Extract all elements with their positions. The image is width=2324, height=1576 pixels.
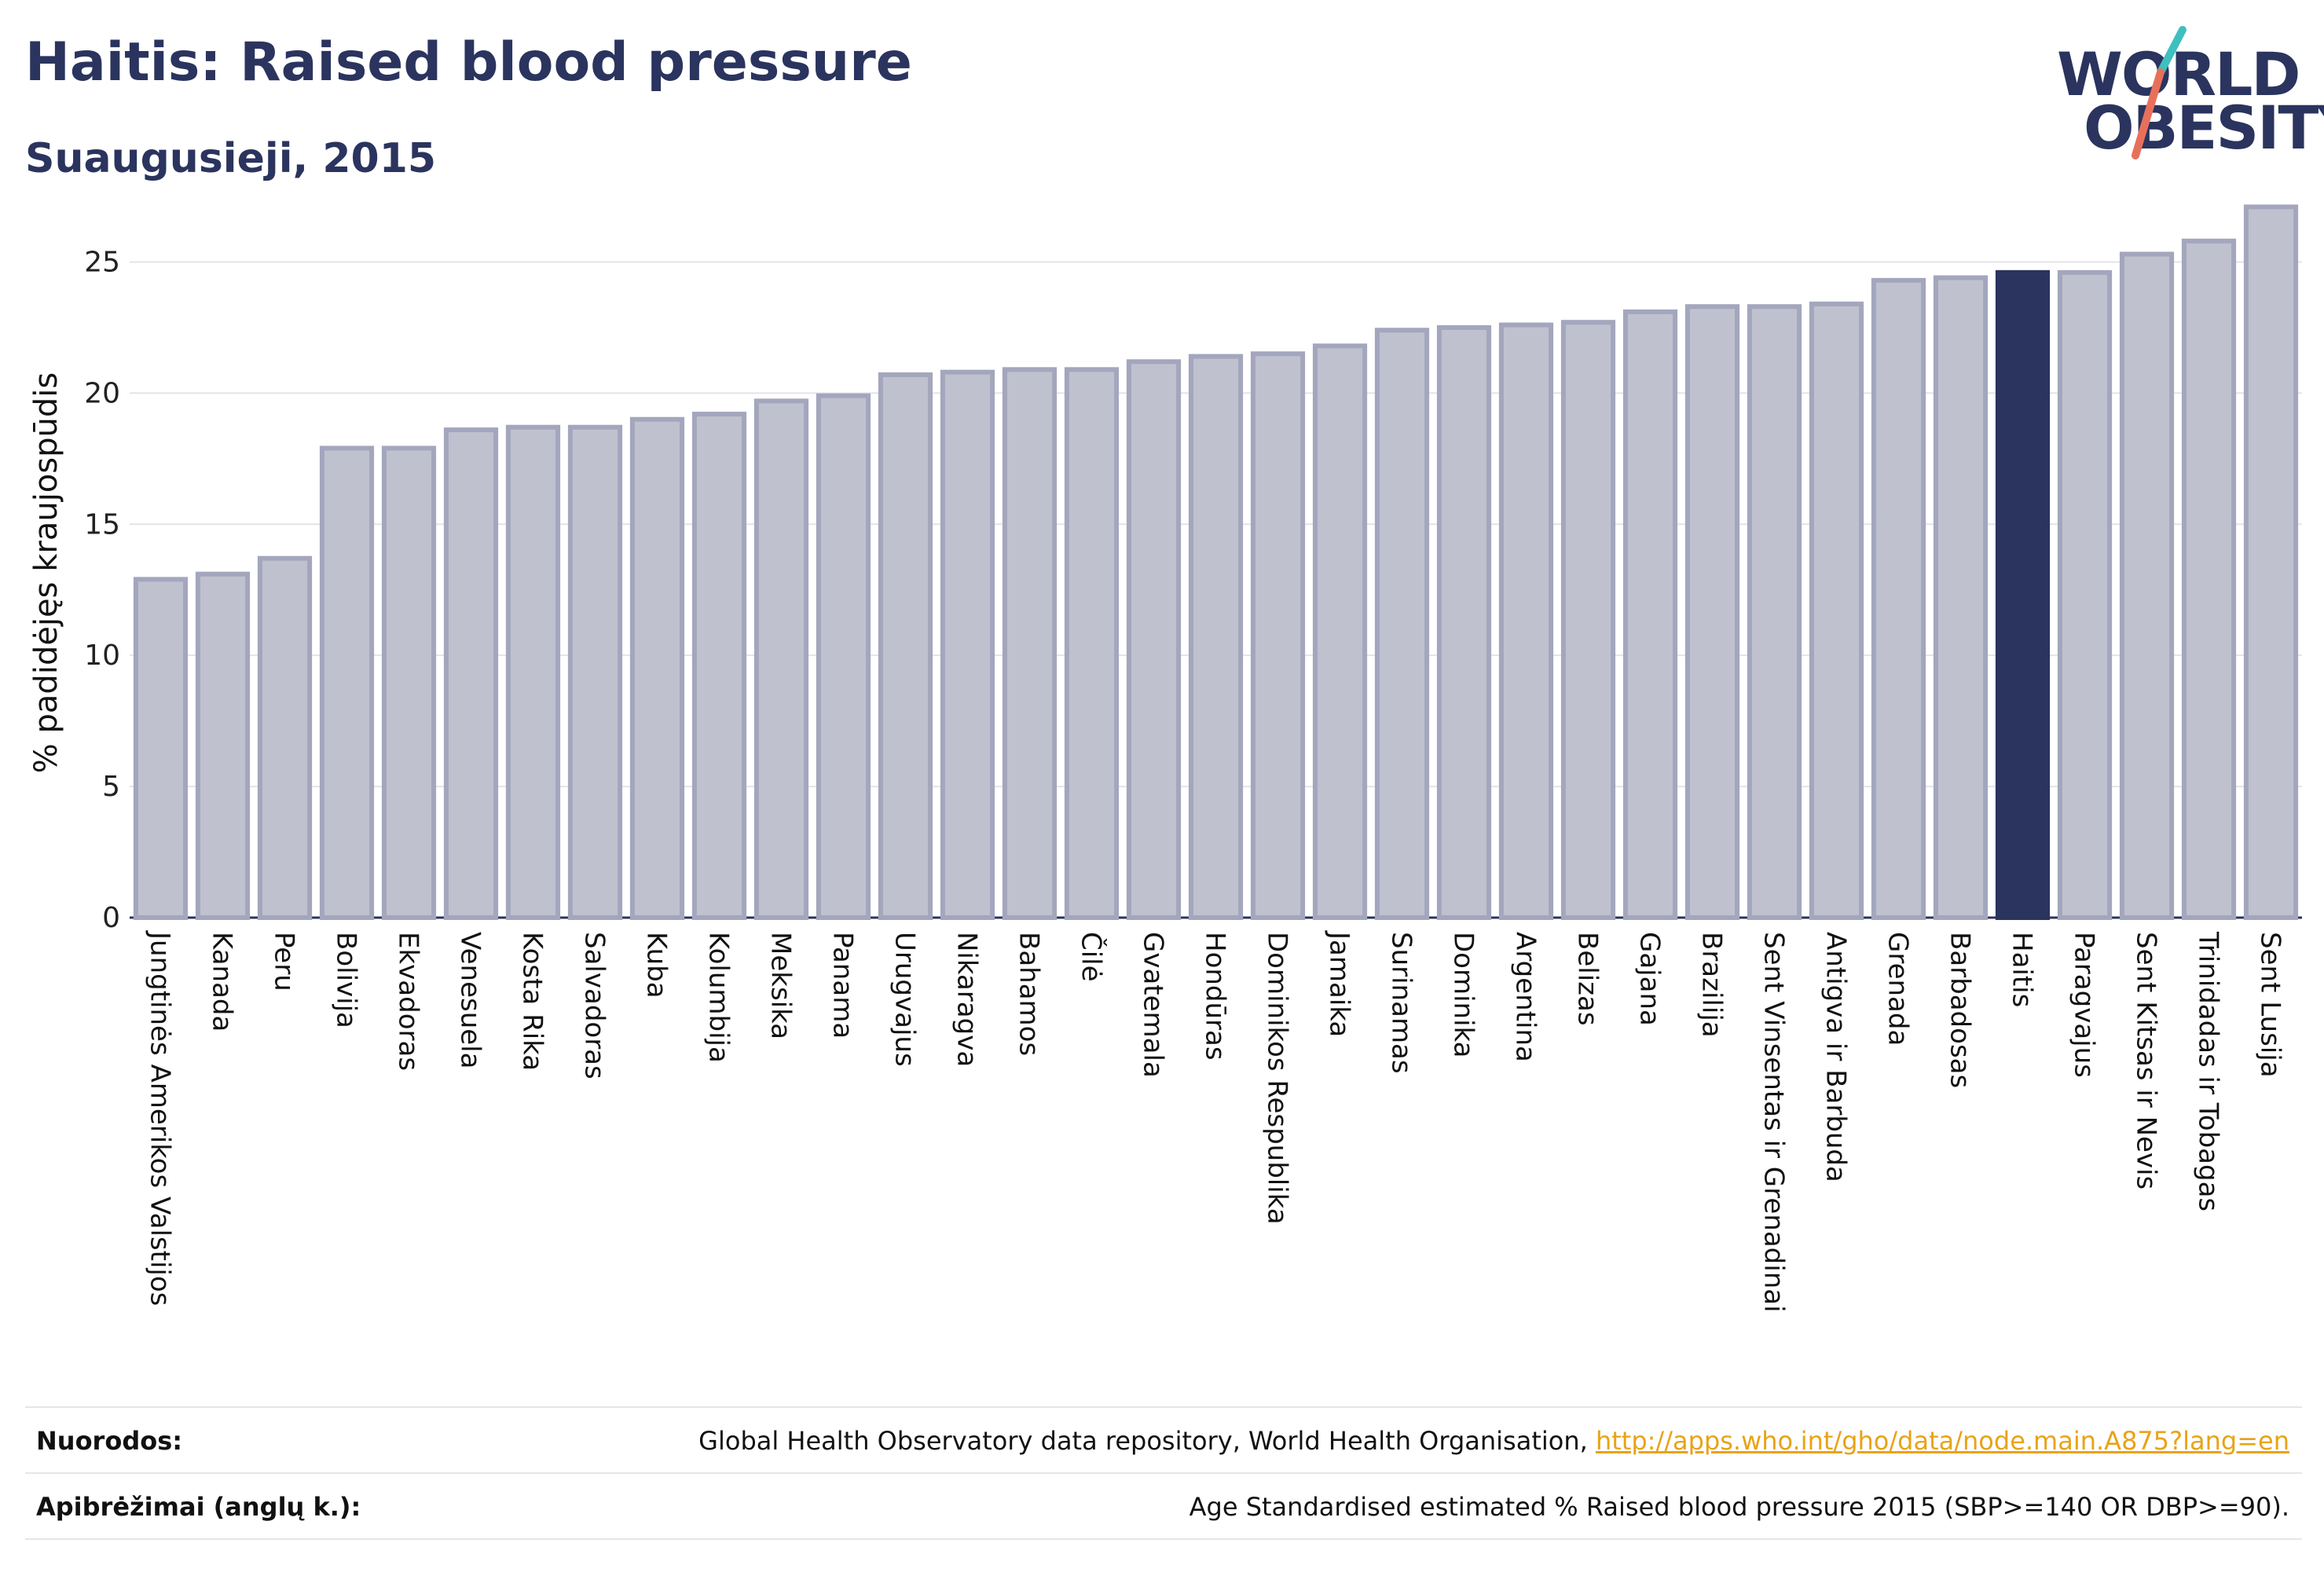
bar[interactable] xyxy=(1995,269,2051,921)
page-subtitle: Suaugusieji, 2015 xyxy=(25,135,437,182)
bar[interactable] xyxy=(1622,309,1678,920)
bar[interactable] xyxy=(1684,304,1740,921)
sources-text: Global Health Observatory data repositor… xyxy=(698,1426,1596,1456)
bar[interactable] xyxy=(319,445,375,920)
y-tick-label: 5 xyxy=(102,771,120,803)
bar[interactable] xyxy=(257,555,313,920)
bar[interactable] xyxy=(1002,367,1058,920)
x-tick-label: Kanada xyxy=(207,932,238,1032)
x-tick-label: Panama xyxy=(827,932,859,1039)
x-tick-label: Dominika xyxy=(1448,932,1479,1057)
x-tick-label: Grenada xyxy=(1882,932,1914,1046)
bar[interactable] xyxy=(1560,320,1616,920)
x-tick-label: Bolivija xyxy=(331,932,362,1028)
x-tick-labels: Jungtinės Amerikos Valstijos Kanada Peru Bo… xyxy=(145,930,2286,1313)
bar[interactable] xyxy=(816,393,871,920)
x-tick-label: Antigva ir Barbuda xyxy=(1820,932,1852,1182)
x-tick-label: Sent Vinsentas ir Grenadinai xyxy=(1758,932,1790,1313)
logo-line1: WORLD xyxy=(2057,39,2300,109)
x-tick-label: Ekvadoras xyxy=(393,932,424,1071)
x-tick-label: Hondūras xyxy=(1200,932,1231,1061)
x-tick-label: Gvatemala xyxy=(1138,932,1169,1078)
bar[interactable] xyxy=(753,398,809,920)
sources-label: Nuorodos: xyxy=(36,1426,183,1456)
bar[interactable] xyxy=(1871,277,1926,920)
x-tick-label: Dominikos Respublika xyxy=(1262,932,1293,1225)
x-tick-label: Jungtinės Amerikos Valstijos xyxy=(145,930,176,1306)
bar[interactable] xyxy=(1498,322,1554,920)
x-tick-label: Peru xyxy=(269,932,300,991)
bar[interactable] xyxy=(133,577,189,921)
x-tick-label: Venesuela xyxy=(455,932,486,1068)
y-tick-label: 20 xyxy=(84,377,120,409)
x-tick-label: Argentina xyxy=(1510,932,1541,1062)
sources-link[interactable]: http://apps.who.int/gho/data/node.main.A… xyxy=(1595,1426,2289,1456)
x-tick-label: Barbadosas xyxy=(1945,932,1976,1088)
bar[interactable] xyxy=(1126,359,1182,920)
sources-value: Global Health Observatory data repositor… xyxy=(698,1426,2302,1456)
x-tick-label: Salvadoras xyxy=(579,932,610,1079)
definitions-value: Age Standardised estimated % Raised bloo… xyxy=(1189,1492,2289,1522)
y-tick-label: 0 xyxy=(102,902,120,934)
definitions-row: Apibrėžimai (anglų k.): Age Standardised… xyxy=(25,1472,2302,1540)
bar[interactable] xyxy=(195,571,251,920)
bar[interactable] xyxy=(2243,204,2299,920)
x-tick-label: Gajana xyxy=(1634,932,1666,1026)
x-tick-label: Meksika xyxy=(765,932,797,1039)
x-tick-label: Paragvajus xyxy=(2069,932,2100,1078)
bar[interactable] xyxy=(381,445,437,920)
x-tick-label: Jamaika xyxy=(1324,930,1355,1037)
x-tick-label: Sent Lusija xyxy=(2255,932,2286,1078)
y-axis-label: % padidėjęs kraujospūdis xyxy=(28,372,64,773)
y-tick-label: 15 xyxy=(84,508,120,541)
sources-row: Nuorodos: Global Health Observatory data… xyxy=(25,1406,2302,1474)
bar[interactable] xyxy=(1374,328,1430,921)
bar[interactable] xyxy=(1064,367,1120,920)
x-tick-label: Čilė xyxy=(1076,932,1108,982)
bar[interactable] xyxy=(878,372,933,921)
x-tick-label: Brazilija xyxy=(1696,932,1728,1038)
logo-line2: OBESITY xyxy=(2084,93,2324,163)
bar[interactable] xyxy=(1809,301,1864,920)
x-tick-label: Trinidadas ir Tobagas xyxy=(2193,931,2224,1211)
bars xyxy=(133,204,2299,921)
bar[interactable] xyxy=(940,369,995,920)
bar[interactable] xyxy=(1933,275,1989,920)
bar[interactable] xyxy=(567,424,623,920)
x-tick-label: Haitis xyxy=(2007,932,2038,1007)
footer-divider xyxy=(25,1538,2302,1540)
x-tick-label: Kolumbija xyxy=(703,932,735,1063)
bar[interactable] xyxy=(691,412,747,920)
bar[interactable] xyxy=(1188,354,1244,920)
bar[interactable] xyxy=(1312,343,1368,920)
world-obesity-logo: WORLD OBESITY xyxy=(2043,24,2324,165)
y-tick-label: 25 xyxy=(84,246,120,278)
x-tick-label: Urugvajus xyxy=(889,932,921,1067)
bar-chart: 0 5 10 15 20 25 Jungtinės Amerikos Valstijos K… xyxy=(28,204,2302,1313)
bar[interactable] xyxy=(2119,251,2175,920)
bar[interactable] xyxy=(629,416,685,920)
bar[interactable] xyxy=(2057,269,2113,921)
x-tick-label: Kosta Rika xyxy=(517,932,548,1071)
logo-slash-icon xyxy=(2132,26,2187,159)
x-tick-label: Kuba xyxy=(641,932,673,999)
x-tick-label: Nikaragva xyxy=(951,932,983,1067)
bar[interactable] xyxy=(1250,351,1306,921)
definitions-label: Apibrėžimai (anglų k.): xyxy=(36,1492,361,1522)
x-tick-label: Bahamos xyxy=(1014,932,1045,1056)
y-tick-labels: 0 5 10 15 20 25 xyxy=(84,246,120,934)
x-tick-label: Sent Kitsas ir Nevis xyxy=(2131,932,2162,1189)
y-tick-label: 10 xyxy=(84,640,120,672)
bar[interactable] xyxy=(2181,238,2237,920)
x-tick-label: Surinamas xyxy=(1386,932,1417,1074)
bar[interactable] xyxy=(1436,324,1492,920)
x-tick-label: Belizas xyxy=(1572,932,1604,1026)
bar[interactable] xyxy=(505,424,561,920)
bar[interactable] xyxy=(443,427,499,920)
page-title: Haitis: Raised blood pressure xyxy=(25,31,912,93)
bar[interactable] xyxy=(1747,304,1802,921)
